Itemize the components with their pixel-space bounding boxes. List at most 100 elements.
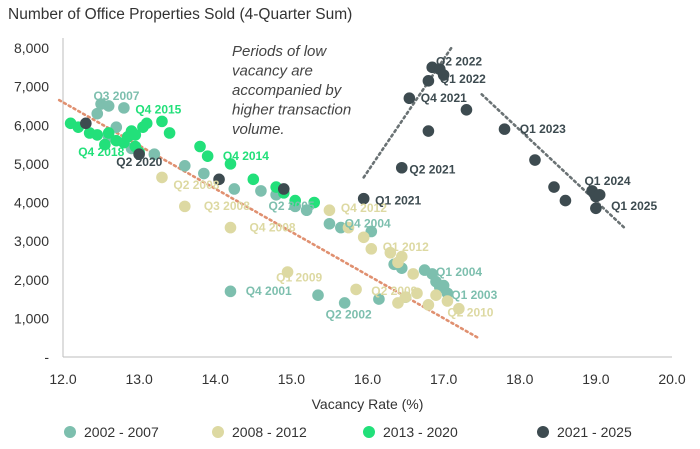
data-point xyxy=(422,125,435,137)
data-point xyxy=(308,196,321,209)
legend-marker xyxy=(363,426,375,438)
point-annotation: Q4 2004 xyxy=(345,217,391,231)
data-point xyxy=(342,221,355,234)
point-annotation: Q2 2020 xyxy=(116,155,162,169)
point-annotation: Q4 2001 xyxy=(246,284,292,298)
data-point xyxy=(247,173,260,186)
legend-label: 2002 - 2007 xyxy=(84,424,159,440)
y-tick-label: 6,000 xyxy=(14,117,49,133)
legend-marker xyxy=(212,426,224,438)
data-point xyxy=(281,266,294,278)
y-tick-label: - xyxy=(44,349,49,365)
data-point xyxy=(430,289,442,302)
data-point xyxy=(365,243,378,255)
y-tick-label: 8,000 xyxy=(14,40,49,56)
point-annotation: Q3 2007 xyxy=(93,89,139,103)
point-annotation: Q1 2025 xyxy=(611,199,657,213)
x-tick-label: 20.0 xyxy=(658,371,685,387)
data-point xyxy=(118,102,130,114)
data-point xyxy=(102,100,115,112)
x-axis-label: Vacancy Rate (%) xyxy=(312,396,424,412)
y-tick-label: 3,000 xyxy=(14,233,49,249)
data-point xyxy=(548,181,560,193)
data-point xyxy=(148,148,161,161)
legend-label: 2008 - 2012 xyxy=(232,424,307,440)
point-annotation: Q4 2008 xyxy=(250,220,296,234)
legend-label: 2021 - 2025 xyxy=(557,424,632,440)
legend-label: 2013 - 2020 xyxy=(383,424,458,440)
point-annotation: Q1 2009 xyxy=(276,271,322,285)
data-point xyxy=(593,188,606,201)
data-point xyxy=(312,289,324,302)
x-tick-label: 16.0 xyxy=(354,371,381,387)
data-point xyxy=(102,127,115,139)
data-point xyxy=(99,138,111,151)
data-point xyxy=(300,204,313,217)
point-annotation: Q2 2005 xyxy=(269,199,315,213)
chart-note-line: higher transaction xyxy=(232,102,351,119)
data-point xyxy=(224,285,237,298)
data-point xyxy=(140,117,153,130)
data-point xyxy=(224,158,237,170)
data-point xyxy=(91,129,104,141)
data-point xyxy=(133,148,145,161)
data-point xyxy=(453,302,465,315)
x-tick-label: 18.0 xyxy=(506,371,533,387)
x-tick-label: 13.0 xyxy=(126,371,153,387)
data-point xyxy=(422,75,435,87)
data-point xyxy=(125,125,138,137)
point-annotation: Q1 2024 xyxy=(584,174,630,188)
data-point xyxy=(179,200,191,213)
data-point xyxy=(156,115,168,128)
x-tick-label: 12.0 xyxy=(49,371,76,387)
data-point xyxy=(255,185,267,197)
data-point xyxy=(384,246,397,259)
point-annotation: Q1 2022 xyxy=(440,72,486,86)
data-point xyxy=(357,192,370,205)
y-tick-label: 1,000 xyxy=(14,310,49,326)
data-point xyxy=(357,231,370,244)
data-point xyxy=(411,287,423,300)
point-annotation: Q2 2010 xyxy=(447,305,493,319)
data-point xyxy=(156,171,168,184)
chart-note-line: Periods of low xyxy=(232,43,327,60)
trendline xyxy=(362,46,453,179)
point-annotation: Q2 2008 xyxy=(173,178,219,192)
data-point xyxy=(338,297,351,309)
point-annotation: Q1 2004 xyxy=(436,265,482,279)
point-annotation: Q2 2022 xyxy=(436,54,482,68)
data-point xyxy=(437,69,450,81)
y-tick-label: 4,000 xyxy=(14,195,49,211)
data-point xyxy=(559,194,572,207)
chart-note-line: vacancy are xyxy=(232,63,313,80)
data-point xyxy=(91,107,104,120)
data-point xyxy=(395,161,408,174)
data-point xyxy=(224,221,237,234)
point-annotation: Q3 2008 xyxy=(204,199,250,213)
data-point xyxy=(198,167,210,180)
data-point xyxy=(289,194,301,207)
trendline xyxy=(480,93,628,231)
point-annotation: Q4 2012 xyxy=(341,201,387,215)
data-point xyxy=(323,204,336,217)
y-tick-label: 7,000 xyxy=(14,79,49,95)
legend-marker xyxy=(64,426,76,438)
point-annotation: Q1 2012 xyxy=(383,240,429,254)
data-point xyxy=(213,173,225,186)
data-point xyxy=(80,117,92,130)
data-point xyxy=(498,123,511,135)
data-point xyxy=(529,154,541,166)
point-annotation: Q2 2002 xyxy=(326,307,372,321)
y-tick-label: 5,000 xyxy=(14,156,49,172)
y-tick-label: 2,000 xyxy=(14,272,49,288)
data-point xyxy=(460,104,473,116)
legend-marker xyxy=(537,426,549,438)
data-point xyxy=(323,217,336,230)
data-point xyxy=(277,183,290,195)
data-point xyxy=(228,183,241,195)
data-point xyxy=(407,268,419,280)
point-annotation: Q1 2023 xyxy=(520,122,566,136)
chart-note-line: volume. xyxy=(232,121,285,138)
